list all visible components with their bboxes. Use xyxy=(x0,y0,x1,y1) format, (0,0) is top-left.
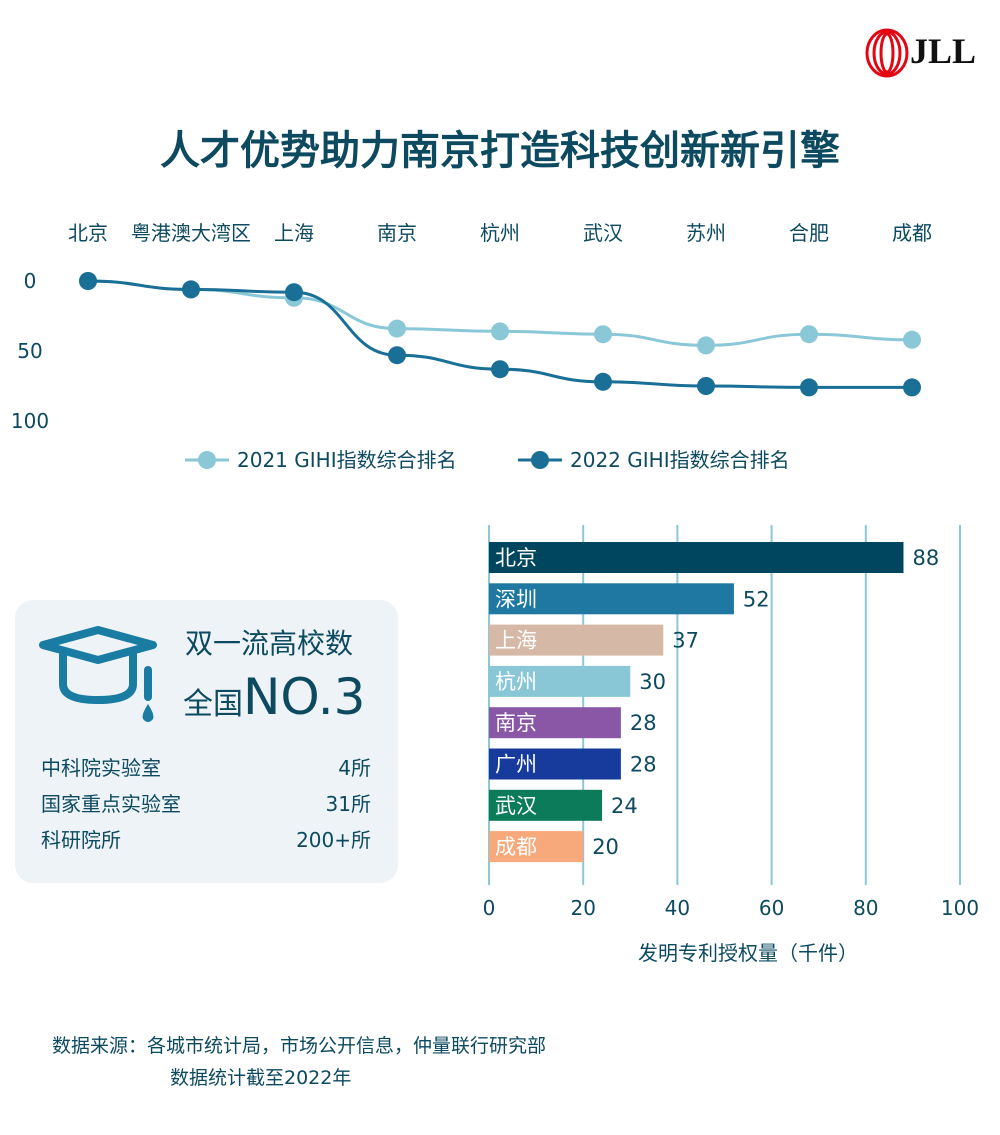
bar xyxy=(489,665,631,697)
y-tick-label: 100 xyxy=(11,409,49,433)
bar-value-label: 28 xyxy=(630,711,657,735)
bar-value-label: 24 xyxy=(611,794,638,818)
data-point xyxy=(491,322,509,341)
data-point xyxy=(697,336,715,355)
x-tick-label: 40 xyxy=(665,896,690,920)
x-tick-label: 上海 xyxy=(274,221,314,245)
x-tick-label: 杭州 xyxy=(480,221,520,245)
jll-logo: JLL xyxy=(864,28,979,78)
university-card: 双一流高校数 全国NO.3 中科院实验室 4所 国家重点实验室 31所 科研院所 20… xyxy=(15,600,398,883)
card-title: 双一流高校数 xyxy=(185,627,354,660)
data-point xyxy=(285,283,303,302)
bar xyxy=(489,542,904,573)
bar-category-label: 北京 xyxy=(495,546,537,570)
bar-category-label: 深圳 xyxy=(495,587,537,611)
x-axis-label: 发明专利授权量（千件） xyxy=(638,941,858,965)
bar-value-label: 30 xyxy=(639,670,666,694)
data-point xyxy=(182,280,200,299)
data-point xyxy=(594,372,612,391)
x-tick-label: 成都 xyxy=(892,221,932,245)
jll-logo-mark-icon xyxy=(865,28,909,78)
ranking-line-chart: 北京 粤港澳大湾区 上海 南京 杭州 武汉 苏州 合肥 成都 0 50 100 2021 GIHI指数综… xyxy=(11,221,932,472)
x-tick-label: 100 xyxy=(941,896,979,920)
stat-value: 200+所 xyxy=(296,828,371,852)
legend-label: 2021 GIHI指数综合排名 xyxy=(237,448,457,472)
bar xyxy=(489,789,603,821)
data-point xyxy=(697,377,715,395)
stat-label: 中科院实验室 xyxy=(41,756,161,780)
bar xyxy=(489,583,734,615)
y-tick-label: 50 xyxy=(17,339,42,363)
bar-category-label: 成都 xyxy=(495,835,537,859)
stat-label: 科研院所 xyxy=(41,828,121,852)
card-rank-prefix: 全国 xyxy=(183,687,243,722)
bar-category-label: 广州 xyxy=(495,753,537,777)
bar-value-label: 52 xyxy=(743,587,770,611)
legend-marker xyxy=(531,451,549,469)
x-tick-label: 20 xyxy=(570,896,595,920)
x-tick-label: 0 xyxy=(483,896,496,920)
legend-marker xyxy=(198,451,216,469)
source-line: 数据来源：各城市统计局，市场公开信息，仲量联行研究部 xyxy=(52,1035,547,1057)
data-point xyxy=(79,272,97,290)
y-tick-label: 0 xyxy=(24,269,37,293)
stat-value: 4所 xyxy=(338,756,371,780)
bar-category-label: 武汉 xyxy=(495,794,537,818)
bar xyxy=(489,831,584,863)
bar-value-label: 37 xyxy=(672,629,699,653)
bar-category-label: 杭州 xyxy=(495,670,537,694)
patent-bar-chart: 0 20 40 60 80 100 北京 88 深圳 52 上海 37 杭州 30 南京 28 广州 28 武汉 24… xyxy=(483,525,979,965)
legend-label: 2022 GIHI指数综合排名 xyxy=(570,448,790,472)
x-tick-label: 北京 xyxy=(68,221,108,245)
x-tick-label: 粤港澳大湾区 xyxy=(131,221,251,245)
bar-value-label: 28 xyxy=(630,753,657,777)
stat-label: 国家重点实验室 xyxy=(41,792,181,816)
stat-row: 科研院所 200+所 xyxy=(41,824,371,853)
jll-logo-text: JLL xyxy=(910,31,977,71)
card-rank: 全国NO.3 xyxy=(183,668,365,726)
x-tick-label: 南京 xyxy=(377,221,417,245)
bar-category-label: 上海 xyxy=(495,629,537,653)
card-rank-value: NO.3 xyxy=(243,668,366,726)
data-point xyxy=(903,378,921,397)
stat-row: 国家重点实验室 31所 xyxy=(41,788,371,817)
stat-value: 31所 xyxy=(325,792,371,816)
x-tick-label: 苏州 xyxy=(686,221,726,245)
data-point xyxy=(800,378,818,397)
data-point xyxy=(903,330,921,349)
data-point xyxy=(594,325,612,344)
bar-value-label: 88 xyxy=(912,546,939,570)
bar xyxy=(489,748,621,780)
bar-value-label: 20 xyxy=(592,835,619,859)
bar-category-label: 南京 xyxy=(495,711,537,735)
x-tick-label: 60 xyxy=(759,896,784,920)
data-point xyxy=(800,325,818,344)
data-point xyxy=(388,319,406,338)
data-point xyxy=(491,360,509,379)
graduation-cap-icon xyxy=(39,626,157,722)
x-tick-label: 合肥 xyxy=(789,221,829,245)
source-note: 数据来源：各城市统计局，市场公开信息，仲量联行研究部 数据统计截至2022年 xyxy=(52,1030,546,1094)
source-date: 数据统计截至2022年 xyxy=(170,1067,352,1089)
page-title: 人才优势助力南京打造科技创新新引擎 xyxy=(160,128,840,174)
data-point xyxy=(388,346,406,365)
bar xyxy=(489,624,664,656)
x-tick-label: 武汉 xyxy=(583,221,623,245)
stat-row: 中科院实验室 4所 xyxy=(41,752,371,781)
x-tick-label: 80 xyxy=(853,896,878,920)
bar xyxy=(489,707,621,739)
